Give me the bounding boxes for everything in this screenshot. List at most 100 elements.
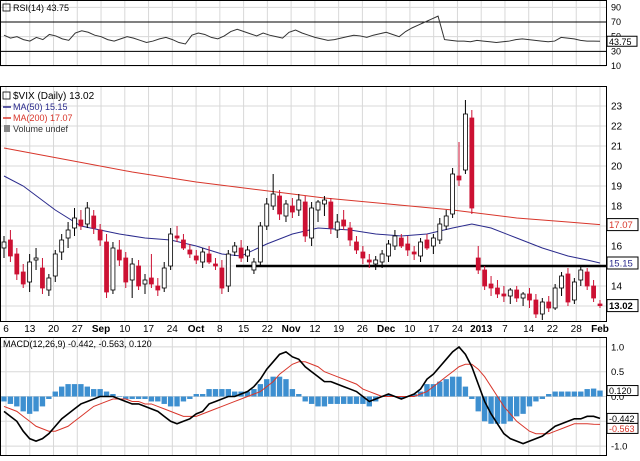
panel-border — [0, 0, 607, 66]
candle-body — [463, 113, 468, 171]
x-tick-label: 19 — [333, 324, 345, 335]
price-tick-label: 14 — [611, 282, 623, 293]
candle-body — [251, 261, 257, 271]
macd-histogram-bar — [71, 384, 78, 397]
last-price-value: 13.02 — [609, 301, 633, 312]
candle-body — [219, 267, 225, 289]
price-tick-label: 18 — [611, 202, 623, 213]
candle-body — [334, 221, 340, 231]
candle-body — [129, 263, 135, 281]
x-tick-label: 22 — [547, 324, 559, 335]
macd-histogram-bar — [193, 394, 199, 397]
candle-body — [290, 205, 295, 213]
candle-body — [213, 263, 218, 267]
x-tick-label: Nov — [282, 324, 301, 335]
candle-body — [366, 259, 372, 263]
candle-body — [392, 235, 398, 247]
candle-body — [424, 239, 430, 249]
macd-histogram-bar — [296, 394, 302, 397]
candle-body — [379, 253, 385, 263]
macd-histogram-bar — [552, 391, 558, 397]
candle-body — [104, 241, 109, 293]
x-tick-label: 28 — [571, 324, 583, 335]
macd-histogram-bar — [533, 396, 539, 402]
macd-histogram-bar — [257, 384, 264, 397]
last-price-badge — [606, 299, 639, 313]
x-tick-label: Feb — [591, 324, 609, 335]
ma50-line — [3, 175, 601, 264]
candle-body — [354, 241, 359, 251]
candle-body — [155, 285, 161, 291]
candle-body — [405, 243, 411, 251]
macd-histogram-bar — [494, 396, 501, 424]
macd-histogram-bar — [424, 384, 430, 397]
candle-body — [559, 275, 564, 289]
x-tick-label: Sep — [92, 324, 110, 335]
candle-body — [475, 257, 481, 271]
candle-body — [328, 201, 334, 229]
candle-body — [591, 285, 596, 299]
candle-body — [206, 253, 212, 263]
macd-tick-label: -1.0 — [611, 442, 627, 453]
macd-histogram-bar — [135, 396, 142, 399]
macd-histogram-bar — [289, 389, 296, 397]
macd-histogram-bar — [353, 396, 360, 404]
macd-badge — [606, 422, 639, 434]
macd-histogram-bar — [360, 396, 366, 404]
macd-histogram-bar — [232, 391, 238, 397]
macd-badge-value: 0.120 — [609, 386, 632, 396]
macd-histogram-bar — [276, 376, 283, 397]
price-tick-label: 22 — [611, 122, 623, 133]
macd-histogram-bar — [116, 396, 123, 397]
chart-labels: RSI(14) 43.75 $VIX (Daily) 13.02 MACD(12… — [3, 3, 152, 349]
price-legend-entry: MA(200) 17.07 — [13, 113, 73, 123]
candle-body — [52, 253, 58, 277]
candle-body — [181, 239, 186, 249]
candle-body — [469, 117, 475, 209]
macd-histogram-bar — [199, 394, 206, 397]
macd-histogram-bar — [308, 396, 315, 404]
x-tick-label: 15 — [238, 324, 250, 335]
rsi-layer — [0, 15, 606, 52]
candle-body — [539, 301, 545, 315]
panel-border — [0, 86, 607, 322]
candle-body — [193, 255, 199, 261]
price-indicator-icon — [2, 91, 11, 100]
macd-histogram-bar — [565, 391, 571, 397]
candle-body — [418, 241, 423, 257]
macd-histogram-bar — [1, 396, 7, 402]
ma200-badge — [606, 218, 639, 232]
ma200-value: 17.07 — [609, 220, 633, 231]
x-tick-label: 20 — [48, 324, 60, 335]
macd-histogram-bar — [219, 389, 225, 397]
macd-histogram-bar — [501, 396, 507, 424]
candle-body — [302, 201, 308, 237]
candle-body — [520, 293, 526, 299]
x-tick-label: 17 — [143, 324, 155, 335]
candle-body — [578, 269, 584, 281]
bar-chart-icon — [4, 125, 10, 132]
candle-body — [360, 251, 366, 259]
candle-body — [59, 239, 65, 253]
x-tick-label: 2013 — [470, 324, 493, 335]
candle-body — [546, 301, 552, 309]
x-tick-label: 7 — [502, 324, 508, 335]
macd-histogram-bar — [347, 396, 353, 404]
macd-histogram-bar — [507, 396, 513, 422]
macd-histogram-bar — [283, 379, 289, 397]
macd-histogram-bar — [481, 396, 488, 422]
macd-tick-label: 0.5 — [611, 367, 624, 378]
macd-histogram-bar — [488, 396, 494, 424]
macd-histogram-bar — [456, 376, 462, 397]
candle-body — [91, 215, 97, 229]
macd-histogram-bar — [302, 396, 308, 402]
candle-body — [97, 229, 103, 241]
candle-body — [245, 249, 250, 257]
macd-badge-value: -0.563 — [609, 424, 635, 434]
rsi-tick-label: 70 — [611, 17, 621, 27]
rsi-title: RSI(14) 43.75 — [13, 3, 69, 13]
candle-body — [411, 251, 417, 255]
candle-body — [270, 193, 276, 207]
dynamic-text: 907050301043.752322212019181716151413MA(… — [2, 2, 639, 453]
macd-histogram-bar — [513, 396, 520, 417]
